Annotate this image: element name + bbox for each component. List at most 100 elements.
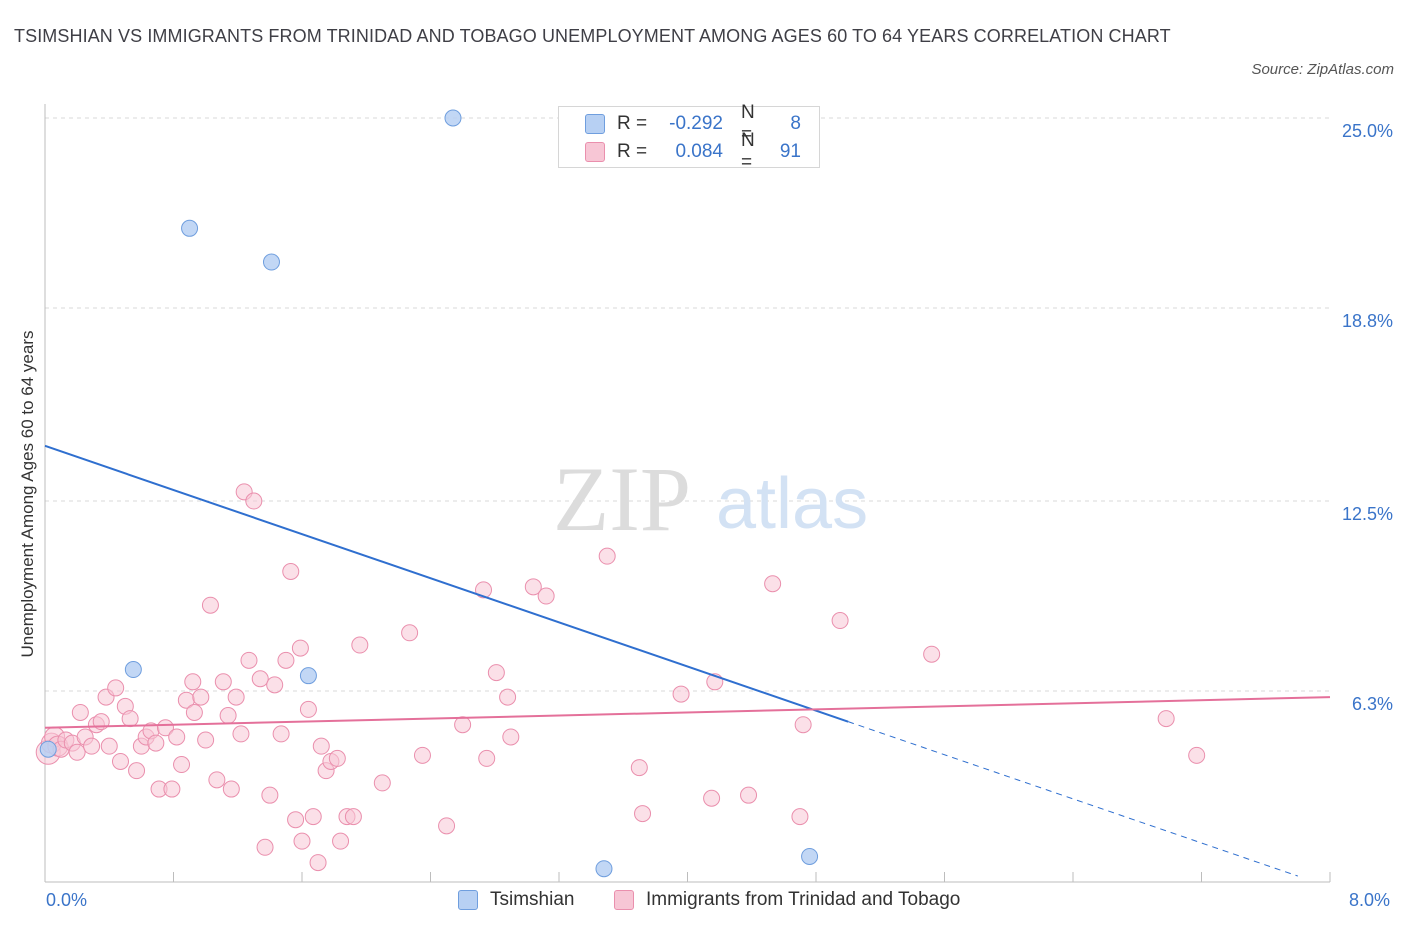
x-tick-label-min: 0.0% — [46, 890, 88, 910]
legend-row-immigrants: R = 0.084 N = 91 — [585, 130, 801, 173]
data-point-immigrants — [703, 789, 721, 807]
legend-n-value: 91 — [779, 141, 801, 162]
data-point-tsimshian — [444, 109, 462, 127]
y-tick-label: 25.0% — [1341, 121, 1393, 141]
data-point-immigrants — [219, 707, 237, 725]
legend-swatch-pink — [614, 890, 634, 910]
data-point-tsimshian — [262, 253, 280, 271]
data-point-immigrants — [163, 780, 181, 798]
data-point-immigrants — [309, 854, 327, 872]
data-point-immigrants — [312, 737, 330, 755]
data-point-immigrants — [71, 703, 89, 721]
data-point-immigrants — [185, 703, 203, 721]
data-point-immigrants — [332, 832, 350, 850]
data-point-immigrants — [373, 774, 391, 792]
data-point-immigrants — [524, 578, 542, 596]
legend-r-label: R = — [617, 141, 648, 162]
data-point-immigrants — [475, 581, 493, 599]
data-point-immigrants — [598, 547, 616, 565]
data-point-immigrants — [831, 612, 849, 630]
data-point-immigrants — [293, 832, 311, 850]
data-point-immigrants — [344, 808, 362, 826]
data-point-immigrants — [201, 596, 219, 614]
data-point-immigrants — [1188, 746, 1206, 764]
series-immigrants-points — [35, 483, 1206, 872]
data-point-immigrants — [245, 492, 263, 510]
data-point-immigrants — [173, 756, 191, 774]
data-point-immigrants — [232, 725, 250, 743]
data-point-immigrants — [214, 673, 232, 691]
data-point-immigrants — [277, 651, 295, 669]
y-tick-label: 12.5% — [1341, 504, 1393, 525]
data-point-immigrants — [672, 685, 690, 703]
data-point-immigrants — [454, 716, 472, 734]
data-point-immigrants — [401, 624, 419, 642]
data-point-immigrants — [351, 636, 369, 654]
legend-label-immigrants: Immigrants from Trinidad and Tobago — [646, 889, 961, 910]
data-point-immigrants — [630, 759, 648, 777]
data-point-immigrants — [111, 752, 129, 770]
data-point-immigrants — [156, 719, 174, 737]
data-point-tsimshian — [181, 219, 199, 237]
series-legend: Tsimshian Immigrants from Trinidad and T… — [0, 889, 1406, 915]
data-point-immigrants — [923, 645, 941, 663]
legend-item-immigrants: Immigrants from Trinidad and Tobago — [614, 889, 960, 911]
legend-n-label: N = — [741, 102, 755, 145]
data-point-tsimshian — [39, 740, 57, 758]
watermark-atlas: atlas — [716, 464, 868, 544]
data-point-immigrants — [499, 688, 517, 706]
data-point-tsimshian — [124, 661, 142, 679]
data-point-tsimshian — [299, 667, 317, 685]
legend-n-value: 8 — [790, 113, 801, 134]
legend-row-tsimshian: R = -0.292 N = 8 — [585, 102, 801, 145]
data-point-immigrants — [256, 838, 274, 856]
data-point-immigrants — [168, 728, 186, 746]
data-point-immigrants — [100, 737, 118, 755]
legend-r-value: -0.292 — [669, 113, 723, 134]
data-point-immigrants — [251, 670, 269, 688]
data-point-immigrants — [147, 734, 165, 752]
data-point-tsimshian — [801, 847, 819, 865]
data-point-immigrants — [478, 749, 496, 767]
data-point-immigrants — [1157, 710, 1175, 728]
data-point-immigrants — [227, 688, 245, 706]
data-point-immigrants — [328, 749, 346, 767]
data-point-immigrants — [487, 664, 505, 682]
data-point-immigrants — [240, 651, 258, 669]
x-tick-label-max: 8.0% — [1349, 890, 1391, 910]
trend-line-immigrants — [44, 696, 1331, 729]
data-point-immigrants — [634, 805, 652, 823]
grid-lines — [45, 117, 1330, 692]
legend-swatch-blue — [458, 890, 478, 910]
data-point-immigrants — [791, 808, 809, 826]
y-tick-label: 6.3% — [1351, 694, 1393, 714]
data-point-immigrants — [197, 731, 215, 749]
data-point-immigrants — [121, 710, 139, 728]
watermark-zip: ZIP — [553, 448, 691, 550]
data-point-immigrants — [304, 808, 322, 826]
data-point-immigrants — [184, 673, 202, 691]
data-point-immigrants — [83, 737, 101, 755]
trend-line-tsimshian-extension — [847, 721, 1299, 877]
data-point-immigrants — [537, 587, 555, 605]
data-point-immigrants — [128, 762, 146, 780]
chart-title: TSIMSHIAN VS IMMIGRANTS FROM TRINIDAD AN… — [14, 26, 1171, 46]
data-point-immigrants — [261, 786, 279, 804]
series-tsimshian-points — [39, 109, 819, 878]
data-point-tsimshian — [595, 860, 613, 878]
legend-r-label: R = — [617, 113, 648, 134]
data-point-immigrants — [413, 746, 431, 764]
data-point-immigrants — [282, 562, 300, 580]
data-point-immigrants — [794, 716, 812, 734]
legend-swatch-pink — [585, 142, 605, 162]
data-point-immigrants — [222, 780, 240, 798]
data-point-immigrants — [438, 817, 456, 835]
correlation-legend: R = -0.292 N = 8 R = 0.084 N = 91 — [558, 102, 820, 173]
data-point-immigrants — [208, 771, 226, 789]
data-point-immigrants — [68, 743, 86, 761]
data-point-immigrants — [740, 786, 758, 804]
source-label: Source: ZipAtlas.com — [1251, 61, 1394, 78]
legend-label-tsimshian: Tsimshian — [490, 889, 575, 910]
data-point-immigrants — [272, 725, 290, 743]
